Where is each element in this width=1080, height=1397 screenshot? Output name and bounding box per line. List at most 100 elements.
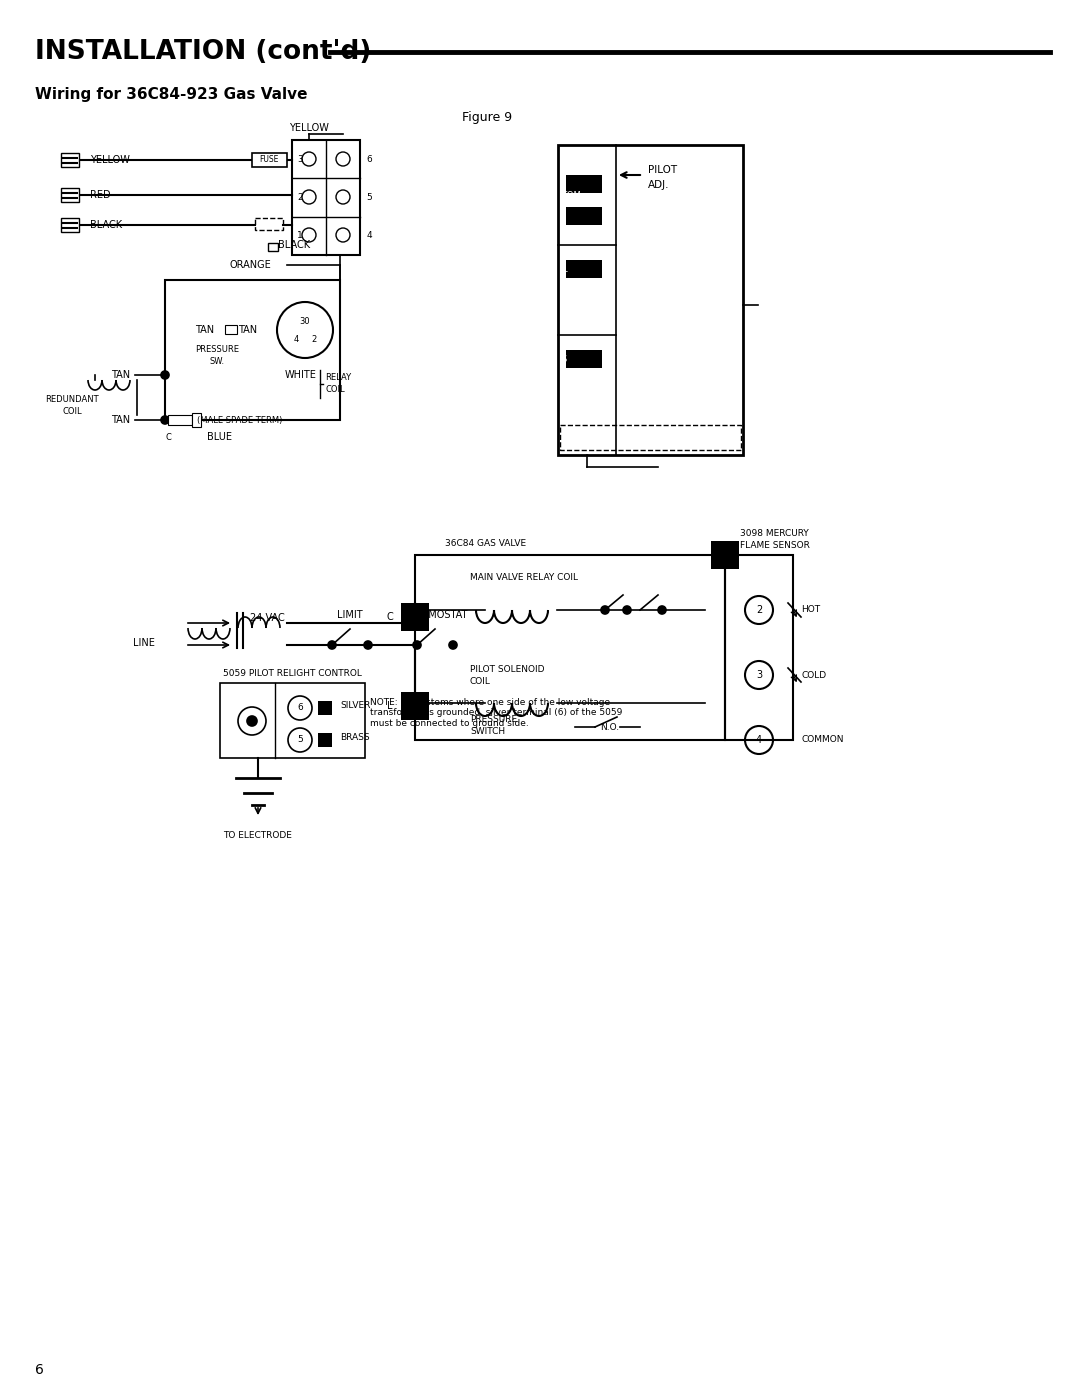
Bar xyxy=(711,541,739,569)
Circle shape xyxy=(449,641,457,650)
Bar xyxy=(220,683,365,759)
Bar xyxy=(60,189,79,203)
Bar xyxy=(318,701,332,715)
Text: PILOT: PILOT xyxy=(648,165,677,175)
Bar xyxy=(255,218,283,231)
Text: HOT: HOT xyxy=(801,605,820,615)
Text: 2: 2 xyxy=(311,335,316,345)
Bar xyxy=(60,154,79,168)
Bar xyxy=(165,279,340,420)
Text: LINE: LINE xyxy=(133,638,156,648)
Text: COIL: COIL xyxy=(470,678,491,686)
Text: NOTE: On systems where one side of the low voltage
transformer is grounded, silv: NOTE: On systems where one side of the l… xyxy=(370,698,622,728)
Text: COIL: COIL xyxy=(63,407,82,415)
Bar xyxy=(558,145,743,455)
Text: 3098 MERCURY: 3098 MERCURY xyxy=(740,528,809,538)
Bar xyxy=(566,175,602,193)
Text: FLAME SENSOR: FLAME SENSOR xyxy=(740,541,810,549)
Text: L: L xyxy=(562,264,567,274)
Circle shape xyxy=(247,717,257,726)
Text: L: L xyxy=(388,701,393,711)
Text: SW.: SW. xyxy=(210,356,225,366)
Text: YELLOW: YELLOW xyxy=(289,123,329,133)
Bar xyxy=(268,243,278,251)
Bar xyxy=(566,207,602,225)
Text: RED: RED xyxy=(90,190,110,200)
Bar xyxy=(401,692,429,719)
Text: ORANGE: ORANGE xyxy=(230,260,272,270)
Text: TAN: TAN xyxy=(239,326,257,335)
Text: REDUNDANT: REDUNDANT xyxy=(45,395,98,405)
Text: 4: 4 xyxy=(756,735,762,745)
Text: 4: 4 xyxy=(366,231,372,239)
Bar xyxy=(725,555,793,740)
Text: COMMON: COMMON xyxy=(801,735,843,745)
Text: 5: 5 xyxy=(366,193,372,201)
Text: RELAY: RELAY xyxy=(325,373,351,383)
Text: 36C84 GAS VALVE: 36C84 GAS VALVE xyxy=(445,538,526,548)
Text: 5059 PILOT RELIGHT CONTROL: 5059 PILOT RELIGHT CONTROL xyxy=(222,669,362,678)
Bar xyxy=(168,415,192,425)
Text: COIL: COIL xyxy=(325,386,345,394)
Text: BLUE: BLUE xyxy=(207,432,232,441)
Text: 6: 6 xyxy=(366,155,372,163)
Text: 3: 3 xyxy=(297,155,302,163)
Text: Figure 9: Figure 9 xyxy=(462,112,512,124)
Text: N.O.: N.O. xyxy=(600,722,619,732)
Bar xyxy=(415,555,725,740)
Text: S: S xyxy=(562,355,567,363)
Circle shape xyxy=(413,641,421,650)
Text: TAN: TAN xyxy=(195,326,215,335)
Bar xyxy=(252,154,287,168)
Circle shape xyxy=(623,606,631,615)
Text: BLACK: BLACK xyxy=(278,240,310,250)
Text: 6: 6 xyxy=(35,1363,44,1377)
Text: 3: 3 xyxy=(756,671,762,680)
Bar xyxy=(566,351,602,367)
Bar xyxy=(60,218,79,232)
Text: MAIN VALVE RELAY COIL: MAIN VALVE RELAY COIL xyxy=(470,573,578,581)
Text: 6: 6 xyxy=(297,704,302,712)
Text: 1: 1 xyxy=(297,231,302,239)
Circle shape xyxy=(328,641,336,650)
Text: TO ELECTRODE: TO ELECTRODE xyxy=(224,830,293,840)
Circle shape xyxy=(161,416,168,425)
Bar xyxy=(561,425,741,450)
Text: ADJ.: ADJ. xyxy=(648,180,670,190)
Text: YELLOW: YELLOW xyxy=(90,155,130,165)
Text: FUSE: FUSE xyxy=(259,155,279,165)
Text: (MALE SPADE TERM): (MALE SPADE TERM) xyxy=(198,415,283,425)
Bar xyxy=(192,414,201,427)
Circle shape xyxy=(600,606,609,615)
Text: TAN: TAN xyxy=(111,370,130,380)
Text: PRESSURE: PRESSURE xyxy=(195,345,239,355)
Text: THERMOSTAT: THERMOSTAT xyxy=(403,610,468,620)
Text: 2: 2 xyxy=(297,193,302,201)
Text: LIMIT: LIMIT xyxy=(337,610,363,620)
Text: PILOT SOLENOID: PILOT SOLENOID xyxy=(470,665,544,675)
Bar xyxy=(318,733,332,747)
Text: 30: 30 xyxy=(299,317,310,327)
Text: BLACK: BLACK xyxy=(90,219,122,231)
Bar xyxy=(225,326,237,334)
Text: 24 VAC: 24 VAC xyxy=(249,613,285,623)
Text: INSTALLATION (cont'd): INSTALLATION (cont'd) xyxy=(35,39,372,66)
Text: WHITE: WHITE xyxy=(285,370,316,380)
Text: C: C xyxy=(165,433,171,441)
Bar xyxy=(401,604,429,631)
Bar xyxy=(566,260,602,278)
Bar xyxy=(292,140,360,256)
Text: 5: 5 xyxy=(297,735,302,745)
Circle shape xyxy=(364,641,372,650)
Text: C: C xyxy=(387,612,393,622)
Text: PRESSURE: PRESSURE xyxy=(470,715,517,725)
Text: SILVER: SILVER xyxy=(340,700,370,710)
Circle shape xyxy=(658,606,666,615)
Text: TAN: TAN xyxy=(111,415,130,425)
Text: COM.: COM. xyxy=(562,190,584,200)
Text: 4: 4 xyxy=(294,335,299,345)
Text: COLD: COLD xyxy=(801,671,826,679)
Text: BRASS: BRASS xyxy=(340,733,369,742)
Circle shape xyxy=(161,372,168,379)
Text: 2: 2 xyxy=(756,605,762,615)
